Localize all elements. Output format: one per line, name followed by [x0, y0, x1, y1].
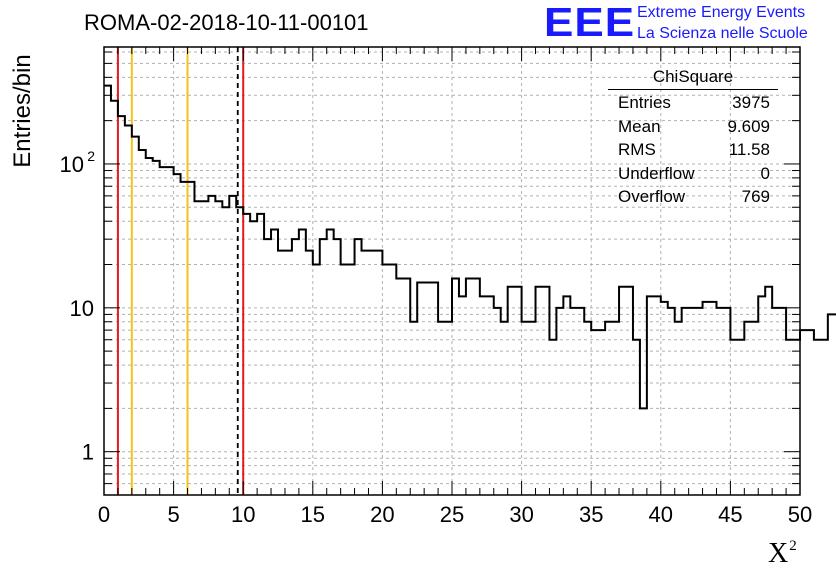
- stats-value: 0: [760, 163, 770, 183]
- stats-title: ChiSquare: [608, 66, 778, 90]
- stats-row-underflow: Underflow 0: [608, 162, 778, 186]
- stats-row-rms: RMS 11.58: [608, 138, 778, 162]
- stats-row-overflow: Overflow 769: [608, 185, 778, 209]
- stats-label: Overflow: [618, 187, 686, 206]
- stats-value: 11.58: [728, 140, 770, 159]
- plot-frame: [103, 46, 801, 496]
- stats-box: ChiSquare Entries 3975 Mean 9.609 RMS 11.58…: [608, 66, 778, 209]
- stats-row-mean: Mean 9.609: [608, 115, 778, 139]
- histogram-series: [104, 84, 836, 410]
- x-tick-label: 30: [509, 502, 533, 527]
- x-tick-label: 45: [718, 502, 742, 527]
- x-tick-label: 15: [301, 502, 325, 527]
- stats-label: Mean: [618, 116, 661, 136]
- marker-lines: [116, 47, 245, 495]
- y-tick-label: 10: [70, 296, 94, 321]
- chart-title: ROMA-02-2018-10-11-00101: [84, 10, 369, 35]
- x-axis-label-base: X: [768, 538, 789, 569]
- stats-label: Underflow: [618, 163, 695, 183]
- x-tick-label: 35: [579, 502, 603, 527]
- x-axis-label-superscript: 2: [789, 538, 797, 554]
- x-tick-label: 25: [440, 502, 464, 527]
- x-tick-label: 5: [167, 502, 179, 527]
- stats-label: RMS: [618, 140, 656, 159]
- histogram-outline: [104, 84, 836, 410]
- y-tick-label-exponent: 2: [87, 148, 95, 164]
- logo-text-line-1: Extreme Energy Events: [637, 4, 806, 21]
- y-tick-label: 10: [60, 152, 84, 177]
- x-tick-label: 0: [98, 502, 110, 527]
- stats-label: Entries: [618, 93, 671, 112]
- stats-value: 3975: [732, 93, 770, 112]
- stats-value: 9.609: [727, 116, 770, 136]
- x-tick-label: 40: [649, 502, 673, 527]
- eee-logo: EEE: [544, 0, 636, 46]
- x-axis-label: X2: [768, 538, 797, 570]
- y-axis-label: Entries/bin: [9, 54, 36, 168]
- stats-value: 769: [741, 187, 770, 206]
- x-tick-label: 10: [231, 502, 255, 527]
- y-tick-label: 1: [82, 440, 94, 465]
- x-tick-label: 20: [370, 502, 394, 527]
- stats-row-entries: Entries 3975: [608, 91, 778, 115]
- logo-text-line-2: La Scienza nelle Scuole: [637, 25, 808, 42]
- x-tick-label: 50: [788, 502, 812, 527]
